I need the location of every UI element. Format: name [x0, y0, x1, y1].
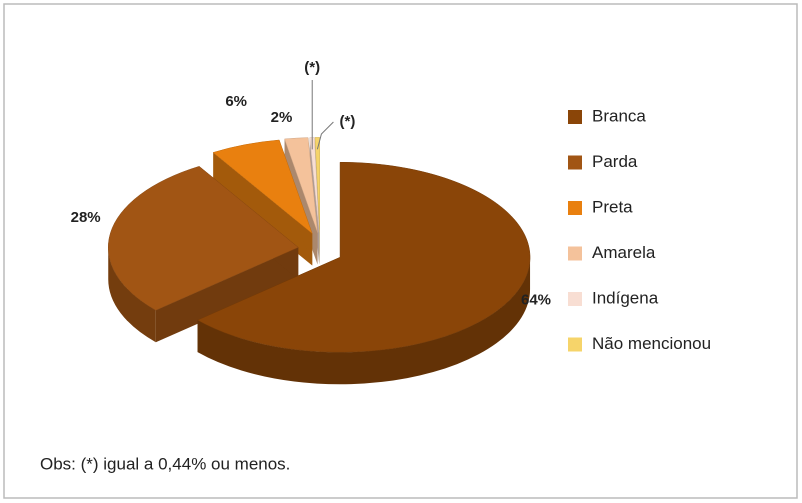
legend-swatch — [568, 155, 582, 170]
legend-swatch — [568, 292, 582, 306]
slice — [107, 166, 299, 343]
legend-label: Preta — [592, 197, 633, 216]
slice-wall — [108, 247, 156, 343]
slice — [197, 161, 531, 385]
legend-swatch — [568, 337, 582, 352]
data-label: (*) — [339, 113, 355, 130]
leader-line — [316, 121, 334, 150]
legend-label: Não mencionou — [592, 334, 711, 353]
slice-top — [314, 137, 320, 233]
data-label: 2% — [271, 109, 293, 126]
slice-top — [107, 166, 299, 311]
slice — [212, 139, 313, 266]
slice-wall — [197, 257, 531, 385]
legend-swatch — [568, 110, 582, 124]
data-label: 6% — [225, 93, 247, 110]
legend-label: Parda — [592, 152, 638, 171]
legend-label: Branca — [592, 106, 646, 125]
data-label: 64% — [521, 292, 551, 309]
data-label: (*) — [304, 59, 320, 76]
legend-swatch — [568, 246, 582, 261]
legend-label: Amarela — [592, 243, 656, 262]
note: Obs: (*) igual a 0,44% ou menos. — [40, 454, 290, 473]
data-label: 28% — [71, 209, 101, 226]
slice-top — [212, 139, 313, 235]
legend-label: Indígena — [592, 288, 659, 307]
slice-side — [213, 152, 313, 266]
legend-swatch — [568, 201, 582, 215]
slice-top — [284, 137, 318, 233]
slice-top — [197, 161, 531, 353]
slice-side — [155, 247, 299, 343]
